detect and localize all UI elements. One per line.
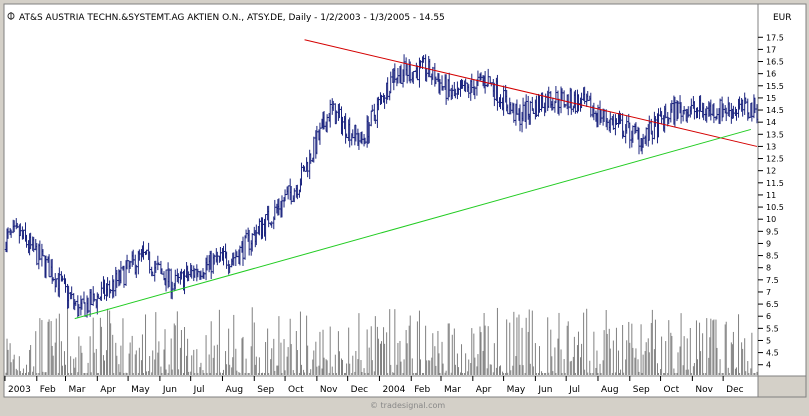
x-tick-label: Jun: [537, 385, 552, 395]
y-tick-label: 6.5: [766, 300, 779, 309]
y-tick-label: 7: [766, 288, 771, 297]
x-tick-label: Jun: [162, 385, 177, 395]
x-tick-label: Sep: [257, 385, 274, 395]
y-tick-label: 11.5: [766, 179, 784, 188]
axis-corner: [757, 375, 807, 398]
x-tick-label: Sep: [633, 385, 650, 395]
chart-title: AT&S AUSTRIA TECHN.&SYSTEMT.AG AKTIEN O.…: [19, 13, 445, 23]
x-tick-label: Apr: [476, 385, 492, 395]
watermark: © tradesignal.com: [370, 401, 445, 410]
y-tick-label: 8.5: [766, 252, 779, 261]
y-tick-label: 10.5: [766, 203, 784, 212]
y-tick-label: 6: [766, 312, 771, 321]
price-axis-panel: [757, 3, 807, 377]
x-tick-label: Apr: [100, 385, 116, 395]
x-tick-label: Aug: [601, 385, 619, 395]
y-tick-label: 12.5: [766, 155, 784, 164]
plot-area: [3, 3, 759, 377]
volume-bars: [5, 307, 758, 375]
x-tick-label: Feb: [40, 385, 56, 395]
x-axis: 2003 Feb Mar Apr May Jun Jul Aug Sep Oct Nov Dec 200…: [4, 376, 744, 395]
y-tick-label: 15.5: [766, 82, 784, 91]
x-tick-label: Oct: [288, 385, 304, 395]
y-tick-label: 13.5: [766, 130, 784, 139]
y-tick-label: 9.5: [766, 227, 779, 236]
x-tick-label: Mar: [69, 385, 86, 395]
x-tick-label: Feb: [414, 385, 430, 395]
price-bars: [4, 54, 759, 318]
y-tick-label: 11: [766, 191, 776, 200]
y-tick-label: 5.5: [766, 324, 779, 333]
y-tick-label: 12: [766, 167, 776, 176]
y-tick-label: 5: [766, 336, 771, 345]
y-tick-label: 15: [766, 94, 776, 103]
x-tick-label: 2003: [8, 385, 31, 395]
x-tick-label: Jul: [193, 385, 205, 395]
y-tick-label: 8: [766, 264, 771, 273]
x-tick-label: Nov: [695, 385, 713, 395]
x-tick-label: Jul: [568, 385, 580, 395]
y-tick-label: 4.5: [766, 349, 779, 358]
y-tick-label: 17.5: [766, 33, 784, 42]
support-trendline: [74, 128, 751, 320]
resistance-trendline: [304, 39, 758, 147]
y-tick-label: 17: [766, 45, 776, 54]
x-tick-label: Dec: [726, 385, 743, 395]
y-tick-label: 7.5: [766, 276, 779, 285]
y-tick-label: 10: [766, 215, 776, 224]
currency-label: EUR: [773, 13, 792, 23]
y-tick-label: 14: [766, 118, 776, 127]
x-tick-label: Oct: [664, 385, 680, 395]
x-tick-label: May: [131, 385, 150, 395]
x-tick-label: 2004: [382, 385, 405, 395]
x-tick-label: Mar: [444, 385, 461, 395]
x-tick-label: May: [507, 385, 526, 395]
x-tick-label: Nov: [320, 385, 338, 395]
y-tick-label: 13: [766, 142, 776, 151]
y-tick-label: 4: [766, 361, 771, 370]
trendlines: [74, 39, 758, 320]
y-tick-label: 16: [766, 70, 776, 79]
y-axis: 4 4.5 5 5.5 6 6.5 7 7.5 8 8.5 9 9.5 10 10.5 11 11.5 12 12…: [758, 33, 784, 370]
y-tick-label: 9: [766, 239, 771, 248]
x-tick-label: Dec: [351, 385, 368, 395]
y-tick-label: 14.5: [766, 106, 784, 115]
y-tick-label: 16.5: [766, 58, 784, 67]
x-tick-label: Aug: [225, 385, 243, 395]
